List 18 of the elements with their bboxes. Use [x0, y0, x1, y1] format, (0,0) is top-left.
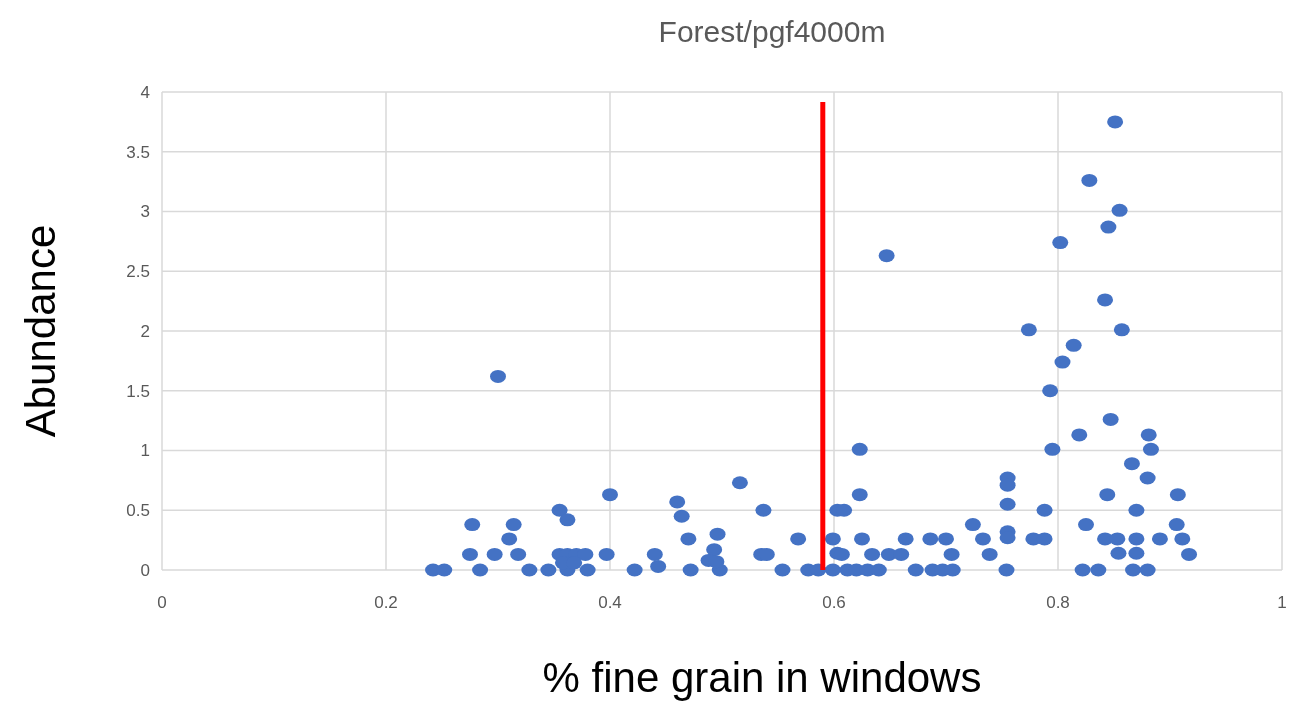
- y-tick-label: 0.5: [126, 501, 150, 521]
- y-tick-label: 3: [140, 202, 150, 222]
- x-tick-label: 1: [1277, 593, 1287, 612]
- y-tick-label: 4: [140, 82, 150, 102]
- chart-title: Forest/pgf4000m: [658, 15, 886, 48]
- y-tick-label: 1.5: [126, 381, 150, 401]
- x-tick-label: 0.2: [374, 593, 398, 612]
- y-tick-label: 2: [140, 321, 150, 341]
- y-axis-title: Abundance: [17, 224, 64, 438]
- y-tick-label: 2.5: [126, 262, 150, 282]
- x-tick-label: 0.4: [598, 593, 622, 612]
- y-tick-label: 1: [140, 441, 150, 461]
- x-axis-title: % fine grain in windows: [542, 654, 982, 701]
- y-tick-label: 0: [140, 560, 150, 580]
- x-tick-label: 0.8: [1046, 593, 1070, 612]
- y-tick-label: 3.5: [126, 142, 150, 162]
- x-tick-label: 0.6: [822, 593, 846, 612]
- x-tick-label: 0: [157, 593, 167, 612]
